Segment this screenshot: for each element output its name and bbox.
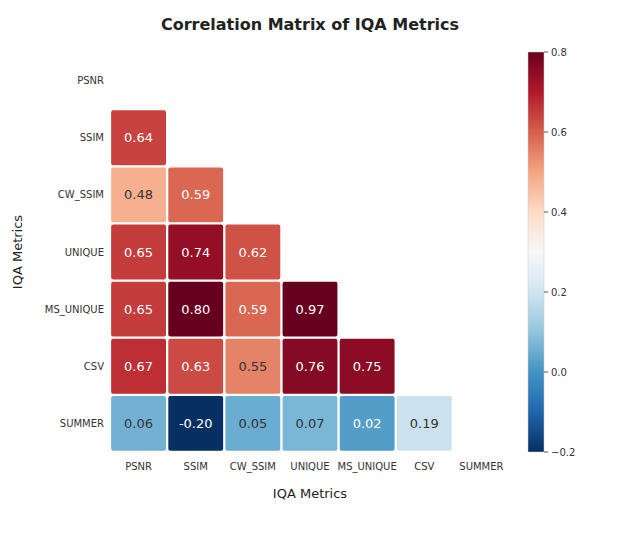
cell xyxy=(283,396,338,451)
cell-label: 0.63 xyxy=(181,359,210,374)
cell xyxy=(168,282,223,337)
cell-label: 0.62 xyxy=(238,245,267,260)
cell xyxy=(397,396,452,451)
cell-label: 0.19 xyxy=(410,416,439,431)
colorbar-tick xyxy=(544,372,548,373)
cell xyxy=(111,339,166,394)
colorbar xyxy=(528,52,544,452)
cell xyxy=(111,282,166,337)
y-tick-label: MS_UNIQUE xyxy=(45,304,104,316)
cell-label: 0.67 xyxy=(124,359,153,374)
cell-label: 0.06 xyxy=(124,416,153,431)
cell xyxy=(225,225,280,280)
cell-label: 0.55 xyxy=(238,359,267,374)
cell xyxy=(111,110,166,165)
cell xyxy=(111,167,166,222)
cell-label: 0.02 xyxy=(353,416,382,431)
colorbar-tick-label: 0.4 xyxy=(551,207,567,218)
y-tick-label: SSIM xyxy=(80,132,104,143)
cell-label: 0.97 xyxy=(296,302,325,317)
y-tick-label: PSNR xyxy=(77,75,104,86)
title: Correlation Matrix of IQA Metrics xyxy=(161,15,459,34)
cell xyxy=(168,396,223,451)
cell xyxy=(168,167,223,222)
cell-label: 0.07 xyxy=(296,416,325,431)
cell xyxy=(225,396,280,451)
colorbar-tick-label: 0.0 xyxy=(551,367,567,378)
colorbar-tick xyxy=(544,132,548,133)
x-tick-label: CSV xyxy=(414,461,434,472)
cell xyxy=(283,339,338,394)
cell-label: 0.75 xyxy=(353,359,382,374)
cell xyxy=(225,282,280,337)
cell-label: 0.65 xyxy=(124,302,153,317)
x-axis-label: IQA Metrics xyxy=(273,486,348,501)
cell-label: 0.05 xyxy=(238,416,267,431)
x-tick-label: SUMMER xyxy=(459,461,503,472)
cell-label: 0.80 xyxy=(181,302,210,317)
x-tick-label: SSIM xyxy=(184,461,208,472)
colorbar-tick xyxy=(544,212,548,213)
colorbar-tick-label: −0.2 xyxy=(551,447,575,458)
x-tick-label: PSNR xyxy=(125,461,152,472)
cell xyxy=(111,396,166,451)
cell-labels: 0.64 0.48 0.59 0.65 0.74 0.62 0.65 0.80 0.59 0.97… xyxy=(124,130,439,431)
colorbar-tick xyxy=(544,292,548,293)
cell xyxy=(283,282,338,337)
x-tick-label: UNIQUE xyxy=(290,461,329,472)
cell-label: 0.76 xyxy=(296,359,325,374)
y-axis-label: IQA Metrics xyxy=(10,215,25,290)
x-tick-label: CW_SSIM xyxy=(230,461,276,473)
cell xyxy=(340,396,395,451)
y-tick-label: CSV xyxy=(84,361,104,372)
y-tick-label: CW_SSIM xyxy=(58,189,104,201)
cell xyxy=(225,339,280,394)
cell-label: 0.64 xyxy=(124,130,153,145)
colorbar-tick-label: 0.6 xyxy=(551,127,567,138)
colorbar-tick xyxy=(544,52,548,53)
cell-label: 0.74 xyxy=(181,245,210,260)
cell-label: -0.20 xyxy=(179,416,213,431)
cell xyxy=(111,225,166,280)
colorbar-tick-label: 0.2 xyxy=(551,287,567,298)
x-tick-label: MS_UNIQUE xyxy=(338,461,397,473)
y-tick-label: UNIQUE xyxy=(65,247,104,258)
cell xyxy=(168,225,223,280)
y-tick-label: SUMMER xyxy=(60,418,104,429)
cell-label: 0.59 xyxy=(181,187,210,202)
cells xyxy=(111,110,452,451)
cell-label: 0.65 xyxy=(124,245,153,260)
cell-label: 0.48 xyxy=(124,187,153,202)
colorbar-tick xyxy=(544,452,548,453)
cell xyxy=(340,339,395,394)
cell-label: 0.59 xyxy=(238,302,267,317)
cell xyxy=(168,339,223,394)
colorbar-tick-label: 0.8 xyxy=(551,47,567,58)
